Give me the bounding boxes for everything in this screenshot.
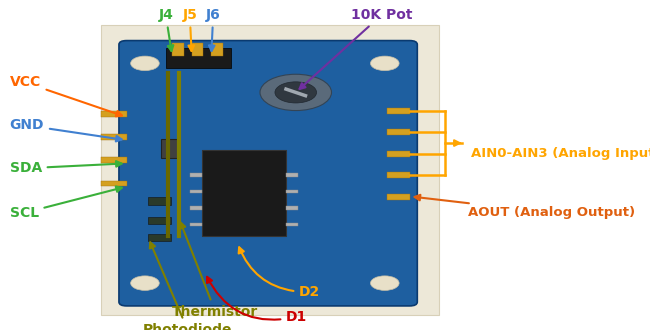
- Bar: [101, 134, 127, 140]
- Bar: [172, 43, 184, 56]
- Bar: [101, 157, 127, 163]
- Bar: [202, 150, 286, 236]
- Text: GND: GND: [10, 118, 122, 142]
- Bar: [101, 111, 127, 117]
- Circle shape: [370, 276, 399, 290]
- Circle shape: [260, 74, 332, 111]
- Bar: [161, 139, 179, 158]
- Bar: [148, 197, 171, 205]
- Text: J4: J4: [159, 8, 174, 51]
- Bar: [148, 234, 171, 241]
- Bar: [101, 181, 127, 186]
- Text: Thermistor: Thermistor: [172, 222, 259, 319]
- Bar: [190, 206, 202, 210]
- Bar: [286, 223, 298, 226]
- FancyBboxPatch shape: [101, 25, 439, 315]
- Bar: [166, 48, 231, 68]
- Text: VCC: VCC: [10, 76, 122, 116]
- Bar: [387, 194, 410, 200]
- Text: D1: D1: [207, 277, 307, 324]
- Text: 10K Pot: 10K Pot: [300, 8, 413, 89]
- Bar: [387, 108, 410, 114]
- Bar: [148, 217, 171, 224]
- Text: AOUT (Analog Output): AOUT (Analog Output): [415, 195, 635, 219]
- Circle shape: [370, 56, 399, 71]
- Bar: [387, 129, 410, 135]
- Circle shape: [131, 276, 159, 290]
- Bar: [192, 43, 203, 56]
- FancyBboxPatch shape: [119, 41, 417, 306]
- Text: SDA: SDA: [10, 161, 122, 175]
- Text: J5: J5: [183, 8, 197, 51]
- Bar: [387, 151, 410, 157]
- Bar: [190, 173, 202, 177]
- Bar: [286, 173, 298, 177]
- Text: Photodiode: Photodiode: [143, 242, 233, 330]
- Bar: [190, 190, 202, 193]
- Bar: [190, 223, 202, 226]
- Bar: [387, 172, 410, 178]
- Text: D2: D2: [239, 247, 320, 299]
- Circle shape: [275, 82, 317, 103]
- Circle shape: [131, 56, 159, 71]
- Bar: [211, 43, 223, 56]
- Text: SCL: SCL: [10, 186, 122, 220]
- Bar: [286, 190, 298, 193]
- Text: AIN0-AIN3 (Analog Input): AIN0-AIN3 (Analog Input): [471, 147, 650, 160]
- Bar: [286, 206, 298, 210]
- Text: J6: J6: [206, 8, 220, 51]
